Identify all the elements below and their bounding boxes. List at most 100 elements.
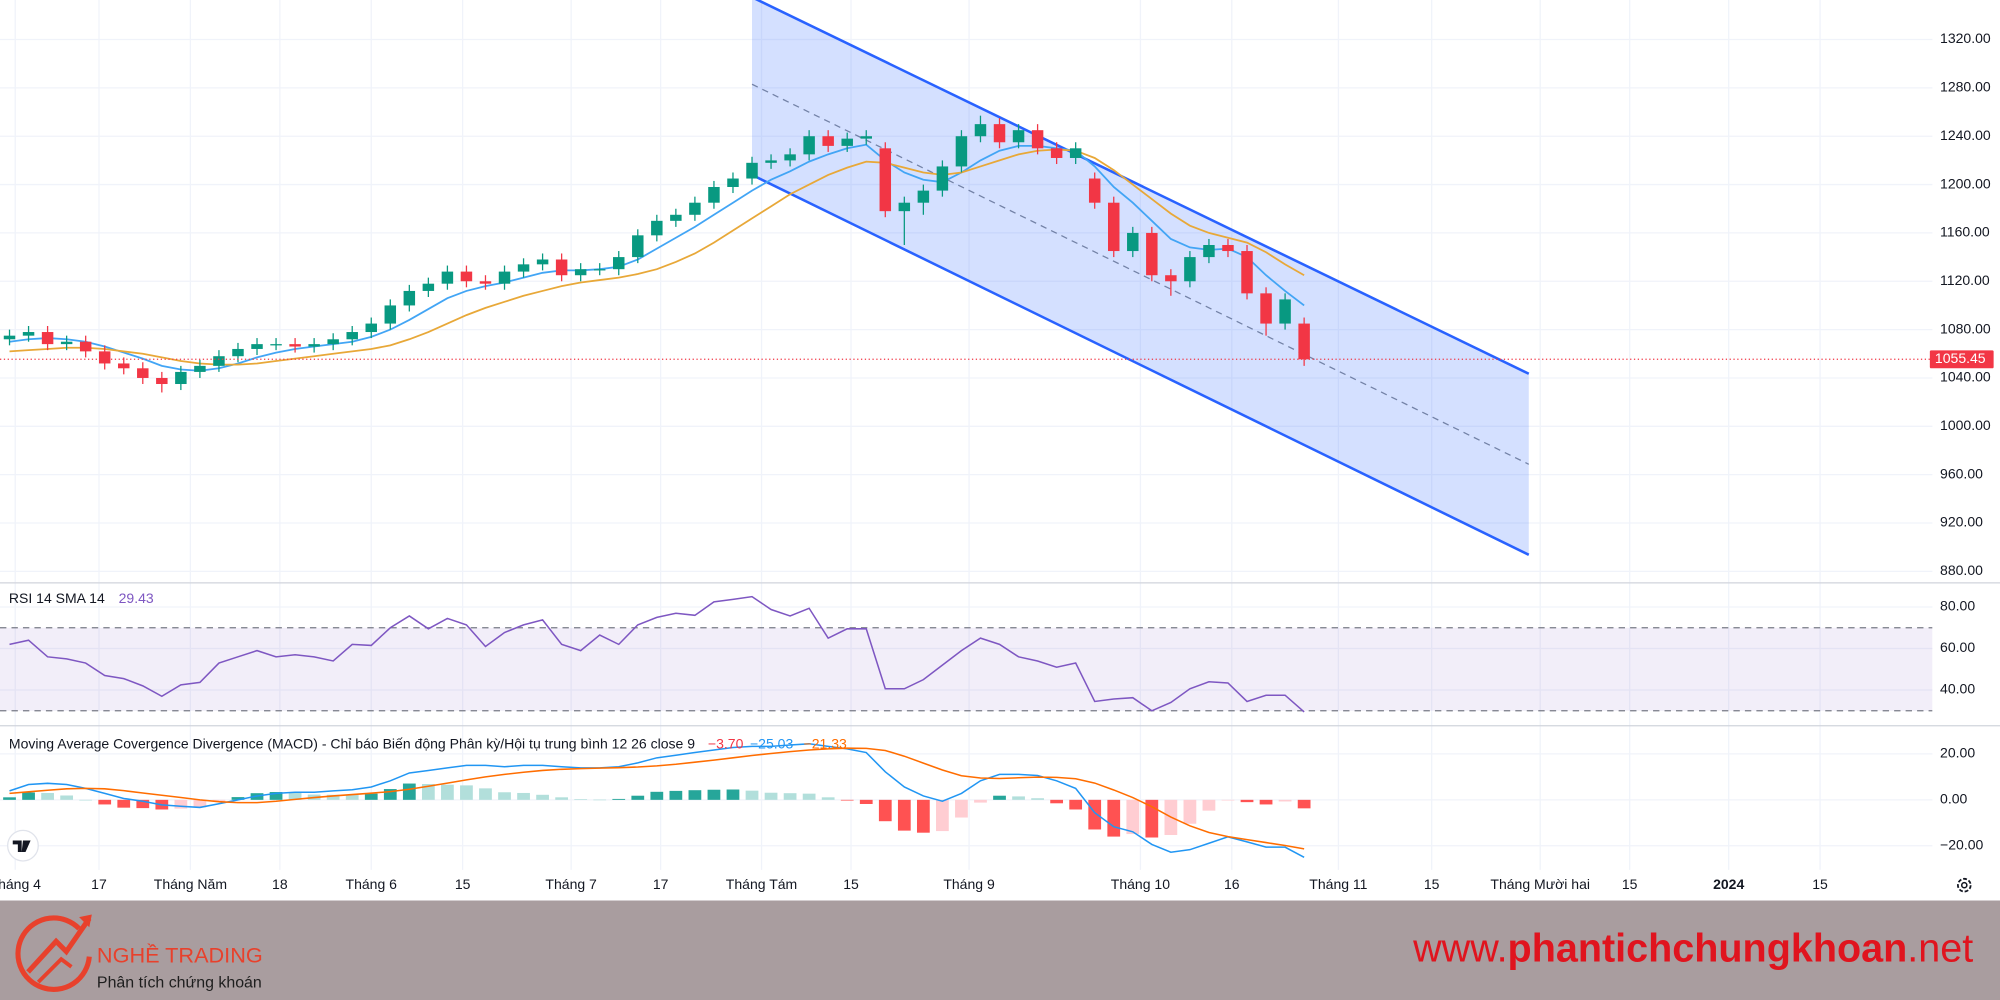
- x-tick-label: Tháng 6: [346, 876, 398, 892]
- x-tick-label: 15: [1424, 876, 1440, 892]
- rsi-title: RSI 14 SMA 14: [9, 590, 105, 606]
- candle-body: [803, 136, 815, 155]
- x-tick-label: Tháng Tám: [726, 876, 797, 892]
- macd-histogram-bar: [364, 793, 378, 800]
- signal-line: [9, 747, 1305, 850]
- candle-body: [156, 377, 168, 385]
- channel-middle: [751, 83, 1530, 465]
- candle-body: [613, 257, 625, 270]
- footer-url: www.phantichchungkhoan.net: [1412, 927, 1973, 971]
- candle-body: [784, 154, 796, 161]
- macd-histogram-bar: [878, 799, 892, 822]
- candle-body: [555, 259, 568, 276]
- macd-histogram-bar: [1069, 799, 1083, 810]
- macd-histogram-bar: [1145, 799, 1159, 838]
- x-tick-label: 15: [455, 876, 471, 892]
- rsi-pane: [0, 595, 1933, 713]
- candle-body: [593, 269, 606, 271]
- moving-average: [9, 148, 1305, 366]
- x-tick-label: Tháng Năm: [154, 876, 227, 892]
- macd-histogram-bar: [421, 783, 435, 800]
- candle-body: [993, 124, 1006, 143]
- macd-histogram-bar: [231, 797, 245, 800]
- macd-histogram-bar: [707, 789, 721, 800]
- y-tick-label: −20.00: [1940, 836, 1983, 852]
- y-tick-label: 1320.00: [1940, 30, 1991, 46]
- candle-body: [460, 271, 473, 282]
- macd-histogram-bar: [60, 795, 74, 800]
- y-tick-label: 60.00: [1940, 639, 1975, 655]
- last-price-label: 1055.45: [1935, 350, 1986, 366]
- candle-body: [536, 259, 549, 265]
- macd-hist-value: −3.70: [708, 736, 744, 752]
- macd-histogram-bar: [650, 791, 664, 800]
- candle-body: [727, 178, 739, 187]
- y-tick-label: 1040.00: [1940, 369, 1991, 385]
- candle-body: [1260, 293, 1272, 324]
- moving-average: [9, 143, 1305, 372]
- macd-histogram-bar: [41, 792, 54, 800]
- footer-brand: NGHỀ TRADING: [97, 942, 263, 967]
- macd-histogram-bar: [402, 783, 416, 800]
- candle-body: [860, 136, 872, 139]
- candle-body: [822, 136, 834, 146]
- candle-body: [879, 148, 892, 212]
- macd-title: Moving Average Covergence Divergence (MA…: [9, 736, 695, 752]
- settings-icon[interactable]: [1957, 877, 1972, 893]
- macd-histogram-bar: [1297, 799, 1311, 809]
- macd-histogram-bar: [688, 790, 702, 800]
- macd-histogram-bar: [1088, 799, 1102, 830]
- price-pane: [3, 0, 1530, 556]
- macd-histogram-bar: [859, 799, 873, 804]
- candle-body: [1203, 245, 1215, 258]
- y-tick-label: 920.00: [1940, 514, 1983, 530]
- candle-body: [1108, 202, 1120, 252]
- candle-body: [175, 371, 187, 385]
- macd-histogram-bar: [1259, 799, 1273, 805]
- candle-body: [1127, 232, 1139, 252]
- macd-histogram-bar: [117, 799, 131, 808]
- macd-histogram-bar: [345, 795, 359, 800]
- macd-histogram-bar: [98, 799, 112, 805]
- y-tick-label: 1080.00: [1940, 320, 1991, 336]
- macd-histogram-bar: [783, 793, 797, 800]
- x-tick-label: 2024: [1713, 876, 1744, 892]
- candle-body: [22, 332, 35, 336]
- candle-body: [270, 344, 282, 346]
- macd-histogram-bar: [897, 799, 911, 831]
- macd-histogram-bar: [916, 799, 930, 833]
- candle-body: [118, 363, 130, 369]
- candle-body: [41, 332, 54, 345]
- macd-histogram-bar: [269, 792, 283, 800]
- candle-body: [1241, 251, 1253, 294]
- url-domain: phantichchungkhoan: [1508, 927, 1908, 971]
- x-tick-label: Tháng 7: [545, 876, 597, 892]
- signal-value: −21.33: [804, 736, 847, 752]
- candle-body: [213, 356, 225, 366]
- y-tick-label: 960.00: [1940, 465, 1983, 481]
- y-tick-label: 20.00: [1940, 745, 1975, 761]
- candle-body: [1279, 299, 1291, 324]
- macd-histogram-bar: [22, 792, 35, 800]
- macd-histogram-bar: [1012, 796, 1025, 800]
- macd-histogram-bar: [136, 799, 150, 809]
- candle-body: [1146, 232, 1158, 276]
- candle-body: [917, 190, 930, 203]
- last-price-box: [1929, 350, 1994, 369]
- candle-body: [898, 202, 911, 212]
- url-prefix: www.: [1412, 927, 1507, 971]
- candle-body: [1222, 245, 1234, 252]
- macd-histogram-bar: [631, 795, 645, 800]
- grid: [0, 0, 1933, 870]
- macd-histogram-bar: [726, 789, 740, 800]
- footer-banner: [0, 900, 2000, 1000]
- candle-body: [479, 281, 492, 284]
- candle-body: [765, 160, 777, 163]
- footer-logo: [15, 914, 92, 992]
- y-tick-label: 1200.00: [1940, 175, 1991, 191]
- candle-body: [60, 341, 73, 345]
- x-tick-label: Tháng 4: [0, 876, 41, 892]
- macd-histogram-bar: [574, 799, 588, 800]
- candle-body: [365, 323, 377, 333]
